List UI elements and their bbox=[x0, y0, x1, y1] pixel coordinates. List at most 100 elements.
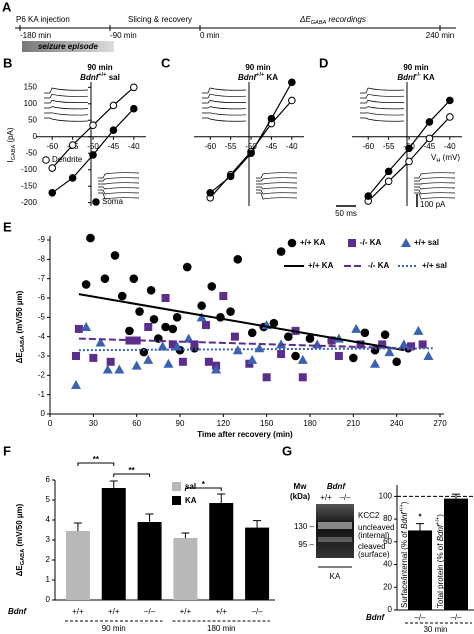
y-tick-label: 1 bbox=[46, 575, 51, 584]
data-point bbox=[398, 339, 409, 349]
data-point bbox=[95, 337, 106, 347]
data-point bbox=[392, 357, 401, 367]
y-tick-label: 6 bbox=[46, 475, 51, 484]
error-bar bbox=[109, 480, 118, 488]
bar bbox=[245, 527, 270, 600]
significance-bracket bbox=[113, 473, 151, 477]
data-point bbox=[351, 323, 362, 333]
x-axis-label: VH (mV) bbox=[431, 153, 460, 164]
y-tick-label: 100 bbox=[24, 99, 38, 108]
panel-subtitle-part: +/+ bbox=[98, 72, 107, 78]
legend-label: +/+ KA bbox=[300, 238, 326, 247]
y-tick-label: 60 bbox=[383, 537, 392, 546]
x-axis-label-part: H bbox=[436, 158, 440, 164]
group-label: 30 min bbox=[423, 625, 447, 634]
legend-label: KA bbox=[185, 496, 197, 505]
data-point bbox=[277, 350, 286, 359]
blot-marker: 130 – bbox=[294, 522, 315, 531]
legend-label: -/- KA bbox=[368, 261, 390, 270]
group-label: 90 min bbox=[102, 624, 126, 633]
legend-label: Soma bbox=[102, 197, 123, 206]
trace-inset bbox=[414, 177, 456, 182]
data-point bbox=[247, 354, 258, 364]
y-tick-label: 3 bbox=[46, 535, 51, 544]
trace-inset bbox=[256, 192, 298, 200]
significance-label: * bbox=[418, 513, 422, 522]
data-point bbox=[100, 274, 110, 283]
blot-mw: Mw bbox=[294, 482, 308, 491]
row-label: Bdnf bbox=[366, 613, 386, 622]
blot-treatment: KA bbox=[330, 572, 341, 581]
trace-inset bbox=[98, 189, 140, 195]
bar bbox=[209, 503, 234, 600]
y-axis-label-part: (mV/50 µm) bbox=[15, 290, 24, 335]
data-point bbox=[247, 328, 257, 338]
data-point bbox=[360, 328, 370, 338]
x-tick-label: 270 bbox=[433, 419, 447, 428]
panel-title: 90 min bbox=[403, 63, 428, 72]
trace-inset bbox=[360, 117, 405, 122]
panel-subtitle-part: Bdnf bbox=[397, 73, 417, 82]
data-point bbox=[384, 167, 393, 176]
timeline-label-part: recordings bbox=[326, 15, 366, 24]
category-label-part: ) bbox=[436, 514, 445, 517]
y-tick-label: 100 bbox=[379, 491, 393, 500]
significance-label: ** bbox=[93, 455, 100, 464]
data-point bbox=[163, 358, 174, 368]
y-tick-label: -7 bbox=[38, 274, 46, 283]
trace-inset bbox=[202, 93, 247, 99]
blot-genotype: +/+ bbox=[320, 493, 332, 502]
legend-marker bbox=[172, 482, 181, 491]
y-axis-label-part: ΔE bbox=[15, 352, 24, 364]
legend-label: sal bbox=[185, 482, 196, 491]
significance-bracket bbox=[184, 487, 222, 491]
data-point bbox=[384, 177, 393, 186]
timeline-label-part: ΔE bbox=[299, 15, 311, 24]
data-point bbox=[267, 114, 276, 123]
data-point bbox=[446, 113, 454, 121]
panel-title: 90 min bbox=[245, 63, 270, 72]
trace-inset bbox=[44, 87, 89, 94]
data-point bbox=[405, 157, 413, 166]
blot-label: cleaved bbox=[358, 542, 386, 551]
y-tick-label: 5 bbox=[46, 495, 51, 504]
x-tick-label: -60 bbox=[204, 142, 216, 151]
panel-subtitle-part: Bdnf bbox=[238, 73, 258, 82]
panel-subtitle-part: KA bbox=[421, 73, 435, 82]
category-label: Total protein (% of Bdnf+/+) bbox=[435, 514, 445, 608]
y-tick-label: 40 bbox=[383, 560, 392, 569]
trace-inset bbox=[360, 106, 405, 110]
data-point bbox=[207, 282, 217, 291]
y-axis-label: ΔEGABA (mV/50 µm) bbox=[15, 290, 26, 363]
scale-bar-label: 50 ms bbox=[335, 209, 357, 218]
panel-label: B bbox=[3, 55, 12, 70]
trace-inset bbox=[256, 182, 298, 185]
significance-label: ** bbox=[129, 466, 136, 475]
x-tick-label: –/– bbox=[144, 607, 156, 616]
timeline-label: Slicing & recovery bbox=[128, 15, 192, 24]
data-point bbox=[131, 360, 142, 370]
data-point bbox=[288, 96, 296, 105]
data-point bbox=[254, 343, 265, 353]
legend-marker bbox=[172, 496, 181, 505]
trace-inset bbox=[360, 112, 405, 116]
data-point bbox=[288, 78, 296, 87]
data-point bbox=[89, 151, 97, 159]
data-point bbox=[262, 373, 271, 382]
y-axis-label-part: ΔE bbox=[15, 565, 24, 577]
legend-label: +/+ KA bbox=[308, 261, 334, 270]
data-point bbox=[117, 291, 127, 301]
x-axis-label-part: V bbox=[431, 153, 437, 162]
data-point bbox=[298, 373, 307, 382]
data-point bbox=[114, 364, 125, 374]
category-label-part: +/+ bbox=[399, 504, 405, 512]
category-label-part: +/+ bbox=[435, 517, 441, 525]
blot-genotype: –/– bbox=[339, 493, 351, 502]
x-tick-label: -55 bbox=[383, 142, 395, 151]
significance-bracket bbox=[77, 462, 115, 466]
trace-inset bbox=[414, 172, 456, 179]
bar bbox=[137, 522, 162, 600]
data-point bbox=[48, 164, 57, 172]
trace-inset bbox=[98, 192, 140, 200]
y-axis-label-part: I bbox=[6, 160, 15, 162]
